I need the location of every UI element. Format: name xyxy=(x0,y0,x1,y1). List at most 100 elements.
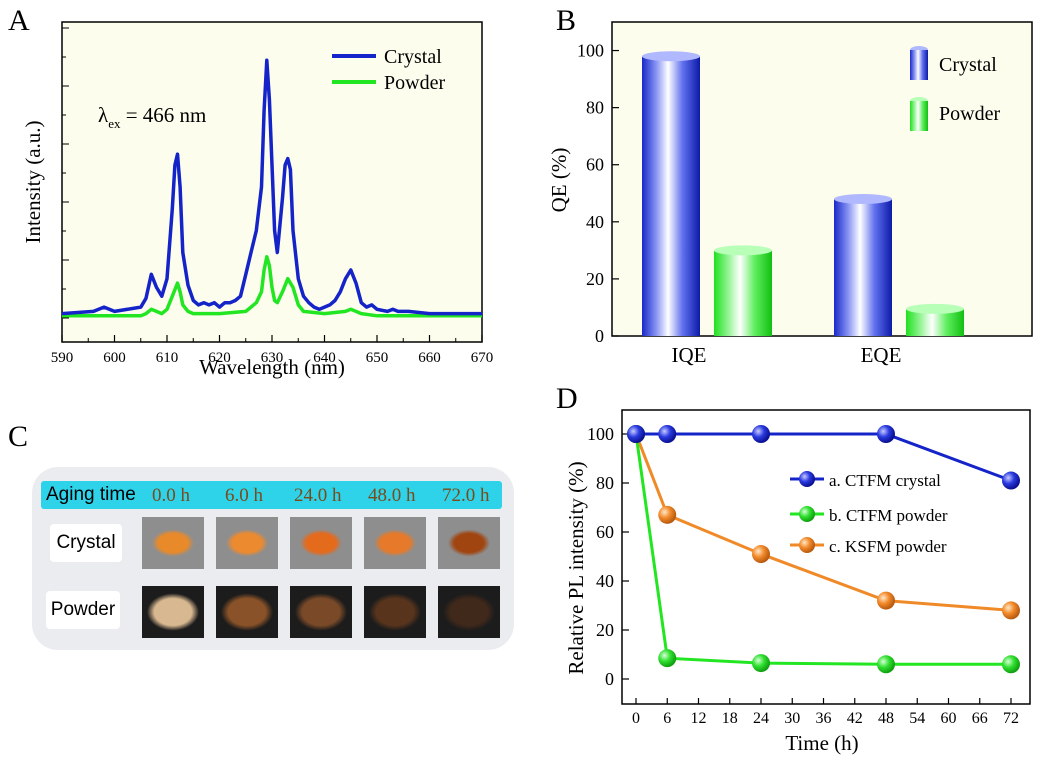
aging-time-1: 6.0 h xyxy=(225,485,263,506)
aging-row-label-powder: Powder xyxy=(46,591,120,629)
legend-a-powder-label: Powder xyxy=(384,72,445,94)
lambda-subscript: ex xyxy=(108,116,121,131)
chart-d-point-0 xyxy=(877,425,895,443)
chart-a-lines xyxy=(61,58,482,318)
chart-b-category-label: EQE xyxy=(861,343,902,367)
legend-b-powder-label: Powder xyxy=(939,103,1000,125)
legend-d-b-marker xyxy=(799,506,815,522)
chart-b-bar-crystal-eqe xyxy=(834,198,892,336)
chart-d-xtick-label: 66 xyxy=(972,710,988,727)
aging-time-2: 24.0 h xyxy=(294,485,342,506)
aging-swatch-crystal-1 xyxy=(216,517,278,569)
chart-b-bar-cap xyxy=(906,303,964,314)
chart-d-lines xyxy=(627,425,1020,674)
chart-d-xtick-label: 36 xyxy=(816,710,832,727)
chart-a-xtick-label: 590 xyxy=(51,350,74,366)
chart-d-legend: a. CTFM crystal b. CTFM powder c. KSFM p… xyxy=(790,471,948,556)
legend-d-c-label: c. KSFM powder xyxy=(829,537,947,556)
chart-d-xtick-label: 24 xyxy=(753,710,769,727)
chart-b-ylabel: QE (%) xyxy=(547,148,571,213)
chart-a-ylabel: Intensity (a.u.) xyxy=(21,120,45,243)
legend-d-a-marker xyxy=(799,471,815,487)
panel-c-letter: C xyxy=(8,420,29,453)
chart-d-point-0 xyxy=(1002,471,1020,490)
chart-d-xtick-label: 0 xyxy=(632,710,640,727)
aging-header-label: Aging time xyxy=(46,484,136,505)
chart-d-point-2 xyxy=(877,591,895,610)
chart-d-ytick-label: 80 xyxy=(596,473,614,493)
aging-swatch-powder-0 xyxy=(142,586,204,638)
chart-d-ytick-label: 60 xyxy=(596,522,614,542)
chart-d-ticks: 0 6 12 18 24 30 36 42 48 54 60 66 72 0 20 40 60 80 100 xyxy=(587,424,1019,727)
chart-b-bar-cap xyxy=(642,51,700,62)
chart-d-xtick-label: 18 xyxy=(722,710,738,727)
legend-d-a-label: a. CTFM crystal xyxy=(829,471,941,490)
chart-a-annotation: λex = 466 nm xyxy=(98,103,206,131)
legend-b-powder-swatch xyxy=(910,101,928,131)
panel-a-letter: A xyxy=(8,4,30,37)
chart-b-ytick-label: 20 xyxy=(586,269,604,289)
chart-b-bar-cap xyxy=(714,245,772,256)
chart-a-series-powder xyxy=(62,255,482,318)
chart-d-point-1 xyxy=(1002,655,1020,674)
chart-b-bars xyxy=(642,51,964,336)
chart-a-xtick-label: 620 xyxy=(208,350,231,366)
chart-d-ytick-label: 40 xyxy=(596,571,614,591)
chart-a-xtick-label: 610 xyxy=(156,350,179,366)
legend-a-crystal-label: Crystal xyxy=(384,46,442,68)
chart-d-point-1 xyxy=(752,654,770,673)
aging-header-bar xyxy=(41,481,502,509)
chart-b-ytick-label: 0 xyxy=(595,326,604,346)
chart-b-ytick-label: 60 xyxy=(586,155,604,175)
chart-d-point-1 xyxy=(877,655,895,674)
chart-b-ytick-label: 80 xyxy=(586,98,604,118)
aging-swatch-powder-3 xyxy=(364,586,426,638)
chart-d-point-2 xyxy=(658,505,677,524)
chart-d-ytick-label: 0 xyxy=(605,669,614,689)
chart-a-xtick-label: 600 xyxy=(103,350,126,366)
chart-d-xtick-label: 72 xyxy=(1003,710,1019,727)
aging-swatch-powder-1 xyxy=(216,586,278,638)
aging-time-3: 48.0 h xyxy=(368,485,416,506)
chart-d-xlabel: Time (h) xyxy=(785,731,858,755)
legend-b-crystal-swatch xyxy=(910,50,928,80)
aging-swatch-crystal-4 xyxy=(438,517,500,569)
aging-time-4: 72.0 h xyxy=(442,485,490,506)
chart-b: 0 20 40 60 80 100 IQE EQE QE (%) Crystal Powder xyxy=(547,21,1033,367)
chart-b-bar-crystal-iqe xyxy=(642,56,700,336)
chart-a-series-crystal xyxy=(61,58,482,316)
chart-a-xtick-label: 640 xyxy=(313,350,336,366)
chart-d-xtick-label: 12 xyxy=(691,710,707,727)
chart-d-ytick-label: 100 xyxy=(587,424,614,444)
chart-a-xtick-label: 630 xyxy=(261,350,284,366)
lambda-value: = 466 nm xyxy=(120,103,206,127)
chart-b-ytick-label: 40 xyxy=(586,212,604,232)
legend-b-crystal-label: Crystal xyxy=(939,54,997,76)
chart-a-xtick-label: 660 xyxy=(418,350,441,366)
chart-b-ticks: 0 20 40 60 80 100 IQE EQE xyxy=(577,41,901,367)
chart-d-ytick-label: 20 xyxy=(596,620,614,640)
aging-time-0: 0.0 h xyxy=(152,485,190,506)
chart-b-ytick-label: 100 xyxy=(577,41,604,61)
aging-swatch-crystal-0 xyxy=(142,517,204,569)
aging-swatch-crystal-3 xyxy=(364,517,426,569)
aging-swatch-crystal-2 xyxy=(290,517,352,569)
chart-d-point-0 xyxy=(627,425,645,443)
chart-d-xtick-label: 30 xyxy=(784,710,800,727)
chart-d-point-2 xyxy=(1002,601,1020,620)
aging-swatch-powder-4 xyxy=(438,586,500,638)
chart-d: 0 6 12 18 24 30 36 42 48 54 60 66 72 0 20 40 60 80 100 Tim… xyxy=(564,409,1031,755)
chart-b-category-label: IQE xyxy=(672,343,707,367)
chart-d-xtick-label: 42 xyxy=(847,710,863,727)
chart-a-xtick-label: 650 xyxy=(366,350,389,366)
chart-a: 590 600 610 620 630 640 650 660 670 Wavelength (… xyxy=(21,21,493,379)
chart-d-point-0 xyxy=(752,425,770,443)
legend-d-b-label: b. CTFM powder xyxy=(829,506,948,525)
chart-d-ylabel: Relative PL intensity (%) xyxy=(564,461,588,674)
panel-d-letter: D xyxy=(556,382,578,415)
aging-row-label-crystal: Crystal xyxy=(50,524,122,562)
chart-d-plot-area xyxy=(621,409,1031,705)
chart-d-point-2 xyxy=(752,545,770,564)
aging-swatch-powder-2 xyxy=(290,586,352,638)
